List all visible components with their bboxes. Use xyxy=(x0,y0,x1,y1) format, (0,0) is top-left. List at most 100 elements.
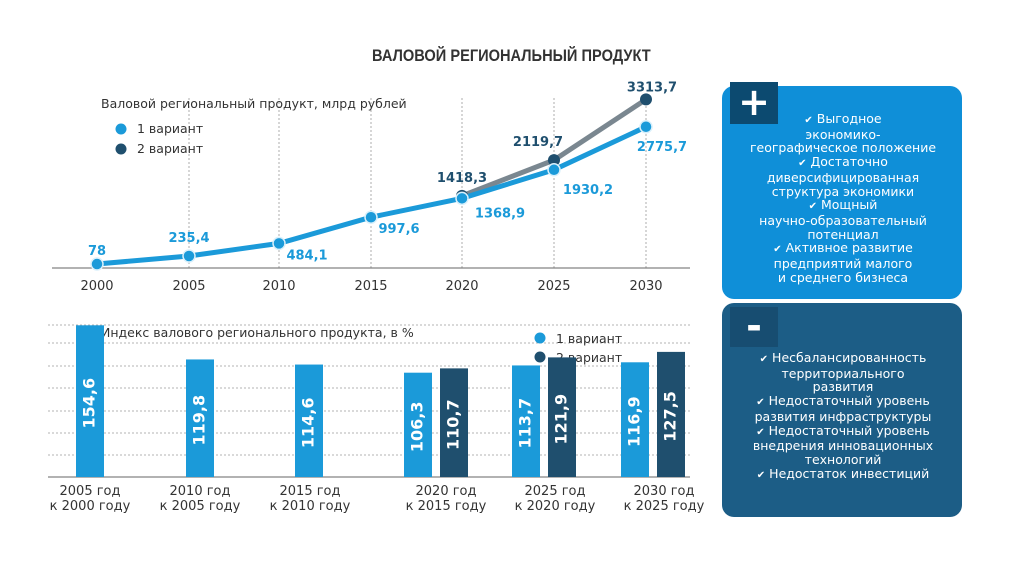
bar-value-variant-1: 119,8 xyxy=(190,395,209,446)
page-title: ВАЛОВОЙ РЕГИОНАЛЬНЫЙ ПРОДУКТ xyxy=(372,46,651,65)
data-label-variant-2: 3313,7 xyxy=(627,80,677,95)
data-point-variant-2 xyxy=(640,93,652,106)
bar-value-variant-1: 106,3 xyxy=(408,402,427,453)
legend-marker xyxy=(534,351,546,363)
list-item-line: развития инфраструктуры xyxy=(754,408,932,424)
data-label-variant-1: 235,4 xyxy=(168,231,209,246)
list-item-line: научно-образовательный xyxy=(759,212,927,228)
list-item-line: ✔ Достаточно xyxy=(798,154,888,170)
data-label-variant-1: 2775,7 xyxy=(637,140,687,155)
bar-variant-2 xyxy=(657,351,685,477)
bar-variant-1 xyxy=(621,362,649,477)
x-tick-label: к 2005 году xyxy=(160,499,241,514)
data-point-variant-1 xyxy=(272,236,286,251)
check-icon: ✔ xyxy=(756,469,766,481)
list-item-line: потенциал xyxy=(807,226,879,242)
list-item-line: ✔ Активное развитие xyxy=(773,240,913,256)
advantages-list: ✔ Выгодное экономико-географическое положе… xyxy=(730,112,956,284)
data-point-variant-2 xyxy=(548,154,560,167)
list-item-line: ✔ Выгодное xyxy=(804,111,882,126)
data-label-variant-1: 1368,9 xyxy=(475,206,525,221)
data-label-variant-1: 1930,2 xyxy=(563,183,613,198)
x-tick-label: к 2020 году xyxy=(515,499,596,514)
legend-label: 2 вариант xyxy=(137,141,203,156)
list-item-line: ✔ Недостаток инвестиций xyxy=(756,465,930,481)
x-tick-label: к 2015 году xyxy=(406,499,487,514)
list-item-line: ✔ Мощный xyxy=(808,197,878,213)
list-item-line: территориального xyxy=(781,365,905,381)
list-item-line: внедрения инновационных xyxy=(752,438,934,454)
data-point-variant-1 xyxy=(455,191,469,206)
list-item: ✔ Активное развитие предприятий малого и ср… xyxy=(730,241,956,284)
x-tick-label: 2010 xyxy=(262,279,295,294)
list-item-line: развития xyxy=(812,379,874,395)
legend-marker xyxy=(115,123,127,135)
minus-badge: - xyxy=(730,307,778,347)
x-tick-label: 2015 xyxy=(354,279,387,294)
check-icon: ✔ xyxy=(808,201,817,213)
bar-value-variant-1: 114,6 xyxy=(299,397,318,448)
check-icon: ✔ xyxy=(756,426,765,438)
list-item-line: ✔ Недостаточный уровень xyxy=(756,422,930,438)
list-item-line: ✔ Несбалансированность xyxy=(759,350,927,365)
check-icon: ✔ xyxy=(804,115,813,126)
x-tick-label: 2020 год xyxy=(416,484,477,499)
disadvantages-list: ✔ Несбалансированность территориального раз… xyxy=(730,351,956,482)
x-tick-label: 2005 xyxy=(172,279,205,294)
bar-variant-1 xyxy=(186,359,214,477)
bar-variant-1 xyxy=(295,364,323,477)
legend-label: 1 вариант xyxy=(137,121,203,136)
chart-title: Валовой региональный продукт, млрд рубле… xyxy=(101,96,407,111)
legend-label: 1 вариант xyxy=(556,331,622,346)
bar-value-variant-2: 121,9 xyxy=(552,394,571,445)
x-tick-label: к 2000 году xyxy=(50,499,131,514)
x-tick-label: 2005 год xyxy=(60,484,121,499)
list-item-line: предприятий малого xyxy=(773,256,913,272)
x-tick-label: 2010 год xyxy=(170,484,231,499)
bar-value-variant-2: 110,7 xyxy=(444,399,463,450)
data-label-variant-1: 997,6 xyxy=(378,222,419,237)
data-point-variant-1 xyxy=(639,120,653,134)
list-item: ✔ Недостаток инвестиций xyxy=(730,465,956,483)
list-item: ✔ Достаточно диверсифицированная структура … xyxy=(730,155,956,198)
bar-variant-2 xyxy=(548,357,576,477)
x-tick-label: к 2010 году xyxy=(270,499,351,514)
bar-value-variant-1: 116,9 xyxy=(625,396,644,447)
list-item: ✔ Недостаточный уровень внедрения инноваци… xyxy=(730,422,956,467)
check-icon: ✔ xyxy=(773,244,782,256)
data-point-variant-1 xyxy=(547,163,561,177)
chart-title: Индекс валового регионального продукта, … xyxy=(101,325,414,340)
plus-badge: + xyxy=(730,82,778,124)
data-label-variant-1: 78 xyxy=(88,244,106,259)
x-tick-label: 2020 xyxy=(445,279,478,294)
x-tick-label: 2000 xyxy=(80,279,113,294)
check-icon: ✔ xyxy=(759,354,769,365)
data-point-variant-1 xyxy=(182,249,196,263)
bar-variant-1 xyxy=(404,372,432,477)
list-item: ✔ Мощный научно-образовательный потенциал xyxy=(730,198,956,241)
x-tick-label: 2025 год xyxy=(525,484,586,499)
check-icon: ✔ xyxy=(756,397,765,409)
list-item: ✔ Выгодное экономико-географическое положе… xyxy=(730,112,956,155)
legend-marker xyxy=(534,332,546,344)
bar-value-variant-1: 154,6 xyxy=(80,378,99,429)
bar-variant-1 xyxy=(512,365,540,477)
line-chart: 2000 2005 2010 2015 2020 2025 2030 Валовой реги… xyxy=(52,80,690,294)
disadvantages-card: - ✔ Несбалансированность территориального р… xyxy=(722,303,962,517)
list-item-line: географическое положение xyxy=(749,140,937,156)
list-item-line: и среднего бизнеса xyxy=(777,269,909,285)
advantages-card: + ✔ Выгодное экономико-географическое поло… xyxy=(722,82,962,299)
data-label-variant-1: 484,1 xyxy=(286,248,327,263)
x-tick-label: 2030 xyxy=(629,279,662,294)
data-label-variant-2: 1418,3 xyxy=(437,171,487,186)
data-point-variant-1 xyxy=(364,210,378,224)
list-item-line: структура экономики xyxy=(771,183,915,199)
x-tick-label: 2025 xyxy=(537,279,570,294)
list-item-line: экономико- xyxy=(805,126,881,142)
bar-value-variant-2: 127,5 xyxy=(661,391,680,442)
x-tick-label: к 2025 году xyxy=(624,499,705,514)
list-item: ✔ Несбалансированность территориального раз… xyxy=(730,351,956,394)
data-point-variant-1 xyxy=(90,257,104,271)
list-item-line: ✔ Недостаточный уровень xyxy=(756,393,930,409)
